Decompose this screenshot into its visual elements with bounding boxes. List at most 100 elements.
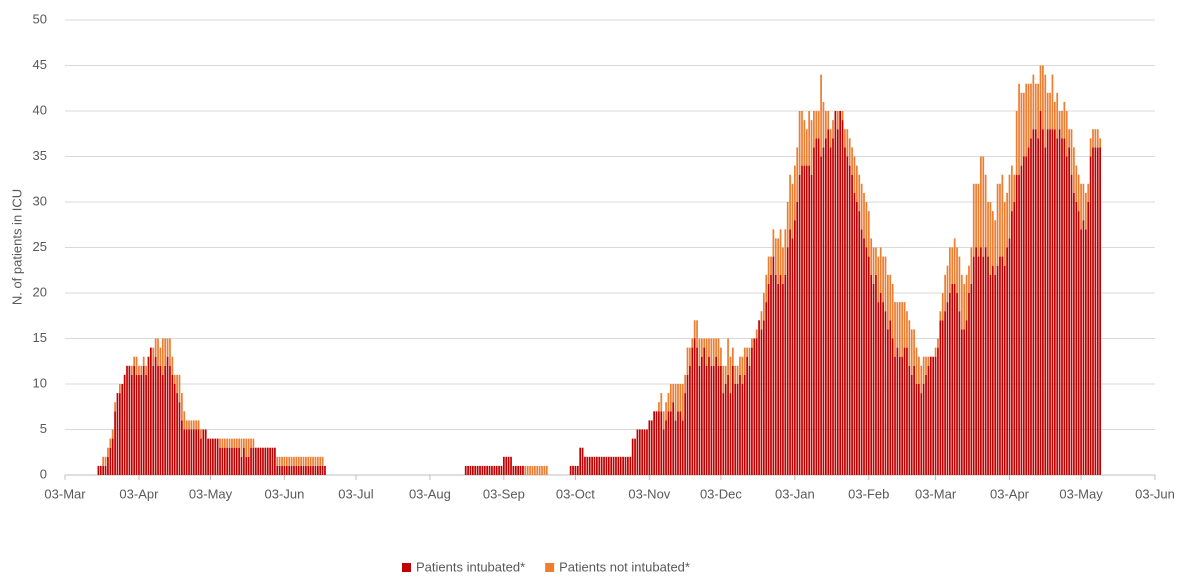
bar-segment — [252, 447, 255, 475]
bar-segment — [805, 165, 808, 475]
bar-segment — [674, 384, 677, 421]
bar-segment — [1044, 74, 1047, 148]
bar-segment — [672, 384, 675, 403]
bar-segment — [302, 456, 305, 466]
bar-segment — [159, 347, 162, 366]
bar-segment — [741, 384, 744, 475]
bar-segment — [293, 456, 295, 466]
bar-segment — [603, 456, 605, 475]
bar-segment — [743, 347, 746, 375]
bar-segment — [1039, 65, 1042, 111]
bar-segment — [243, 438, 245, 448]
bar-segment — [705, 338, 708, 366]
bar-segment — [815, 111, 818, 139]
bar-segment — [996, 265, 999, 475]
bar-segment — [128, 365, 131, 475]
bar-segment — [894, 356, 896, 475]
x-tick-label: 03-May — [189, 486, 233, 501]
bar-segment — [1022, 92, 1025, 157]
bar-segment — [805, 129, 808, 166]
bar-segment — [171, 374, 174, 475]
bar-segment — [316, 465, 319, 475]
bar-segment — [960, 274, 963, 330]
bar-segment — [762, 293, 765, 321]
bar-segment — [295, 465, 298, 475]
bar-segment — [209, 438, 212, 475]
bar-segment — [188, 420, 190, 430]
bar-segment — [116, 393, 119, 475]
bar-segment — [760, 329, 763, 475]
bar-segment — [161, 374, 164, 475]
bar-segment — [178, 402, 181, 475]
bar-segment — [875, 274, 877, 475]
bar-segment — [297, 465, 300, 475]
bar-segment — [1070, 174, 1073, 475]
bar-segment — [915, 347, 918, 384]
bar-segment — [722, 365, 725, 394]
x-tick-label: 03-Feb — [848, 486, 889, 501]
bar-segment — [169, 365, 171, 475]
bar-segment — [1025, 156, 1028, 475]
bar-segment — [469, 465, 472, 475]
bar-segment — [1013, 174, 1016, 202]
bar-segment — [243, 447, 245, 475]
bar-segment — [278, 456, 281, 466]
bar-segment — [300, 465, 302, 475]
bar-segment — [316, 456, 319, 466]
bar-segment — [157, 365, 159, 475]
bar-segment — [774, 274, 777, 475]
bar-segment — [727, 374, 729, 475]
bar-segment — [1049, 92, 1051, 130]
bar-segment — [109, 447, 112, 475]
bar-segment — [476, 465, 479, 475]
bar-segment — [691, 347, 694, 475]
bar-segment — [910, 374, 913, 475]
bar-segment — [169, 338, 171, 366]
bar-segment — [111, 438, 114, 475]
bar-segment — [314, 456, 317, 466]
bar-segment — [937, 347, 939, 475]
bar-segment — [970, 283, 973, 475]
bar-segment — [820, 156, 822, 475]
bar-segment — [739, 356, 741, 375]
bar-segment — [865, 247, 868, 475]
bar-segment — [1042, 129, 1044, 475]
bar-segment — [259, 447, 262, 475]
bar-segment — [1034, 129, 1037, 475]
bar-segment — [321, 456, 324, 466]
bar-segment — [1065, 111, 1068, 157]
bar-segment — [1084, 229, 1087, 475]
bar-segment — [534, 465, 536, 475]
bar-segment — [1018, 83, 1020, 175]
bar-segment — [312, 456, 314, 466]
bar-segment — [262, 447, 264, 475]
bar-segment — [192, 429, 195, 475]
bar-segment — [994, 220, 997, 275]
y-tick-label: 0 — [40, 466, 47, 481]
bar-segment — [980, 247, 982, 475]
bar-segment — [662, 429, 665, 475]
bar-segment — [1051, 74, 1054, 130]
x-tick-label: 03-Apr — [990, 486, 1030, 501]
bar-segment — [984, 247, 987, 475]
bar-segment — [677, 384, 679, 412]
y-tick-label: 20 — [33, 284, 47, 299]
bar-segment — [791, 238, 794, 475]
bar-segment — [715, 356, 717, 475]
x-tick-label: 03-Jun — [265, 486, 305, 501]
bar-segment — [150, 347, 152, 475]
bar-segment — [474, 465, 477, 475]
x-tick-label: 03-Apr — [119, 486, 159, 501]
bar-segment — [824, 111, 827, 139]
bar-segment — [324, 465, 326, 475]
bar-segment — [813, 147, 815, 475]
bar-segment — [223, 447, 226, 475]
bar-segment — [887, 329, 889, 475]
bar-segment — [154, 338, 157, 357]
bar-segment — [765, 274, 768, 303]
bar-segment — [593, 456, 596, 475]
bar-segment — [720, 347, 722, 366]
x-tick-label: 03-Sep — [483, 486, 525, 501]
bar-segment — [1068, 147, 1070, 475]
bar-segment — [982, 156, 985, 257]
